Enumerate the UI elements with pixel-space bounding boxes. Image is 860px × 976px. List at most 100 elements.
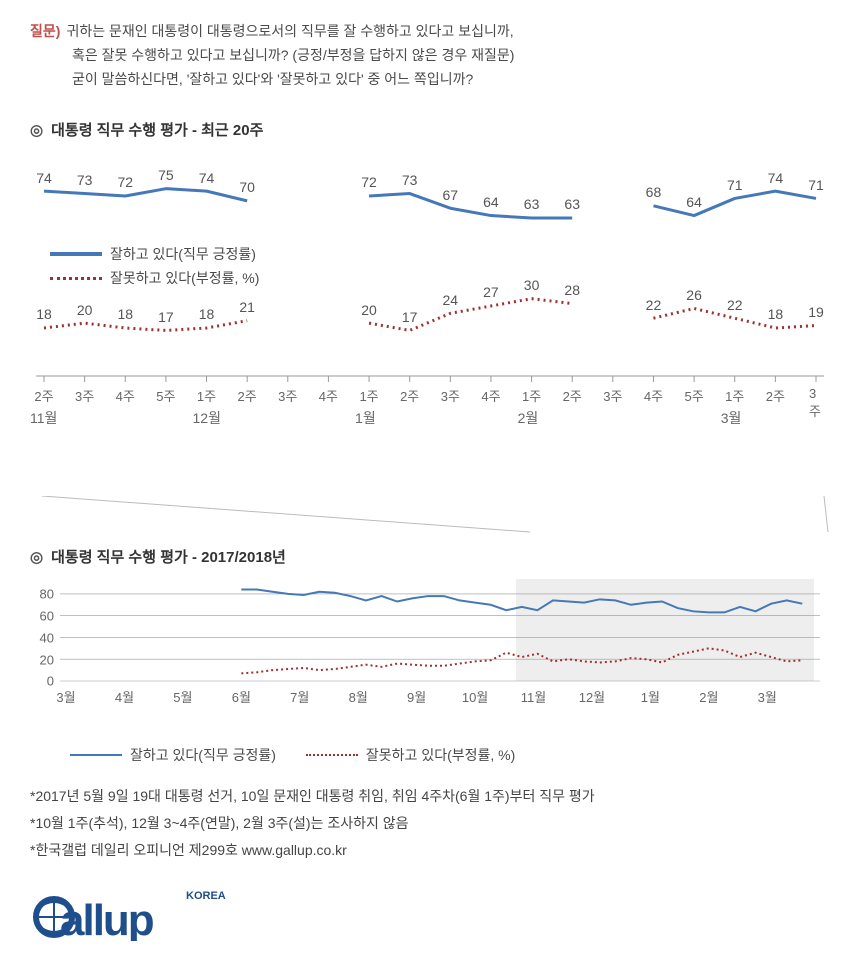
chart2-month-label: 1월 (641, 687, 660, 706)
chart1-week-label: 1주 (725, 386, 744, 405)
chart1-week-label: 4주 (481, 386, 500, 405)
legend-positive-swatch (50, 252, 102, 256)
legend2-negative-swatch (306, 754, 358, 756)
chart1-month-label: 12월 (193, 408, 221, 428)
chart1-week-label: 1주 (522, 386, 541, 405)
chart1-value-label: 73 (402, 172, 418, 188)
chart1-value-label: 19 (808, 304, 824, 320)
chart1-value-label: 72 (361, 174, 377, 190)
chart1-value-label: 68 (646, 184, 662, 200)
chart2-month-label: 5월 (173, 687, 192, 706)
chart1-month-label: 3월 (721, 408, 742, 428)
chart1-value-label: 22 (727, 297, 743, 313)
chart1-week-label: 3주 (809, 386, 823, 420)
chart2-y-label: 60 (30, 609, 54, 624)
chart1-value-label: 74 (36, 170, 52, 186)
chart1-week-label: 2주 (34, 386, 53, 405)
chart1-week-label: 2주 (563, 386, 582, 405)
chart1-value-label: 26 (686, 287, 702, 303)
svg-text:allup: allup (60, 896, 154, 941)
chart1-value-label: 70 (239, 179, 255, 195)
chart2-month-label: 2월 (699, 687, 718, 706)
chart1-value-label: 18 (768, 306, 784, 322)
chart1-value-label: 20 (77, 302, 93, 318)
chart1-value-label: 74 (199, 170, 215, 186)
chart1-month-label: 2월 (518, 408, 539, 428)
footnote-3: *한국갤럽 데일리 오피니언 제299호 www.gallup.co.kr (30, 837, 830, 864)
chart2-month-label: 8월 (349, 687, 368, 706)
question-line-2: 혹은 잘못 수행하고 있다고 보십니까? (긍정/부정을 답하지 않은 경우 재… (30, 44, 830, 68)
chart2-month-label: 9월 (407, 687, 426, 706)
chart1-week-label: 5주 (156, 386, 175, 405)
chart1-week-label: 4주 (319, 386, 338, 405)
chart2-svg (60, 579, 820, 699)
legend-negative: 잘못하고 있다(부정률, %) (50, 268, 259, 288)
chart1-value-label: 20 (361, 302, 377, 318)
footnotes: *2017년 5월 9일 19대 대통령 선거, 10일 문재인 대통령 취임,… (30, 783, 830, 863)
question-label: 질문) (30, 23, 60, 39)
chart1-value-label: 21 (239, 299, 255, 315)
gallup-logo-svg: allup KOREA (30, 881, 230, 941)
legend2-positive: 잘하고 있다(직무 긍정률) (70, 745, 276, 765)
chart1-week-label: 2주 (766, 386, 785, 405)
chart2-month-label: 3월 (56, 687, 75, 706)
chart1-week-label: 3주 (603, 386, 622, 405)
chart1-week-label: 3주 (441, 386, 460, 405)
chart2-month-label: 11월 (521, 687, 546, 706)
chart2-month-label: 6월 (232, 687, 251, 706)
chart1-value-label: 75 (158, 167, 174, 183)
chart2-y-label: 40 (30, 630, 54, 645)
chart1-value-label: 74 (768, 170, 784, 186)
question-line-1: 귀하는 문재인 대통령이 대통령으로서의 직무를 잘 수행하고 있다고 보십니까… (66, 23, 513, 39)
chart1-value-label: 18 (199, 306, 215, 322)
survey-question: 질문) 귀하는 문재인 대통령이 대통령으로서의 직무를 잘 수행하고 있다고 보… (30, 20, 830, 91)
chart1-value-label: 73 (77, 172, 93, 188)
legend-positive: 잘하고 있다(직무 긍정률) (50, 244, 259, 264)
chart2-y-label: 20 (30, 652, 54, 667)
chart1-week-label: 1주 (197, 386, 216, 405)
chart2-month-label: 7월 (290, 687, 309, 706)
chart1-title: 대통령 직무 수행 평가 - 최근 20주 (30, 119, 830, 140)
chart1-value-label: 30 (524, 277, 540, 293)
chart2-month-label: 3월 (758, 687, 777, 706)
chart1-month-label: 11월 (30, 408, 57, 428)
chart2-month-label: 10월 (462, 687, 488, 706)
chart2-legend: 잘하고 있다(직무 긍정률) 잘못하고 있다(부정률, %) (70, 745, 830, 765)
legend-negative-swatch (50, 277, 102, 280)
chart1-value-label: 63 (524, 196, 540, 212)
footnote-1: *2017년 5월 9일 19대 대통령 선거, 10일 문재인 대통령 취임,… (30, 783, 830, 810)
chart1-value-label: 28 (564, 282, 580, 298)
chart1-week-label: 3주 (278, 386, 297, 405)
chart2-y-label: 0 (30, 674, 54, 689)
question-line-3: 굳이 말씀하신다면, '잘하고 있다'와 '잘못하고 있다' 중 어느 쪽입니까… (30, 68, 830, 92)
chart1-value-label: 17 (158, 309, 174, 325)
chart2-y-label: 80 (30, 587, 54, 602)
chart1-value-label: 18 (36, 306, 52, 322)
legend-negative-label: 잘못하고 있다(부정률, %) (110, 268, 259, 288)
chart1-legend: 잘하고 있다(직무 긍정률) 잘못하고 있다(부정률, %) (50, 244, 259, 288)
gallup-logo: allup KOREA (30, 881, 830, 941)
chart1-week-label: 4주 (644, 386, 663, 405)
zoom-connector (30, 496, 830, 536)
chart1-week-label: 2주 (400, 386, 419, 405)
chart1-value-label: 63 (564, 196, 580, 212)
chart2-month-label: 12월 (579, 687, 605, 706)
chart1-value-label: 71 (808, 177, 824, 193)
footnote-2: *10월 1주(추석), 12월 3~4주(연말), 2월 3주(설)는 조사하… (30, 810, 830, 837)
chart1-value-label: 24 (443, 292, 459, 308)
chart1-value-label: 17 (402, 309, 418, 325)
chart1-week-label: 3주 (75, 386, 94, 405)
chart1-week-label: 4주 (116, 386, 135, 405)
chart2-title: 대통령 직무 수행 평가 - 2017/2018년 (30, 546, 830, 567)
chart1-week-label: 1주 (359, 386, 378, 405)
chart1-value-label: 64 (686, 194, 702, 210)
legend-positive-label: 잘하고 있다(직무 긍정률) (110, 244, 256, 264)
legend2-positive-label: 잘하고 있다(직무 긍정률) (130, 745, 276, 765)
legend2-negative-label: 잘못하고 있다(부정률, %) (366, 745, 515, 765)
chart1-value-label: 18 (117, 306, 133, 322)
chart1-value-label: 67 (443, 187, 459, 203)
chart1-week-label: 5주 (684, 386, 703, 405)
legend2-negative: 잘못하고 있다(부정률, %) (306, 745, 515, 765)
chart1-value-label: 22 (646, 297, 662, 313)
chart1-value-label: 72 (117, 174, 133, 190)
